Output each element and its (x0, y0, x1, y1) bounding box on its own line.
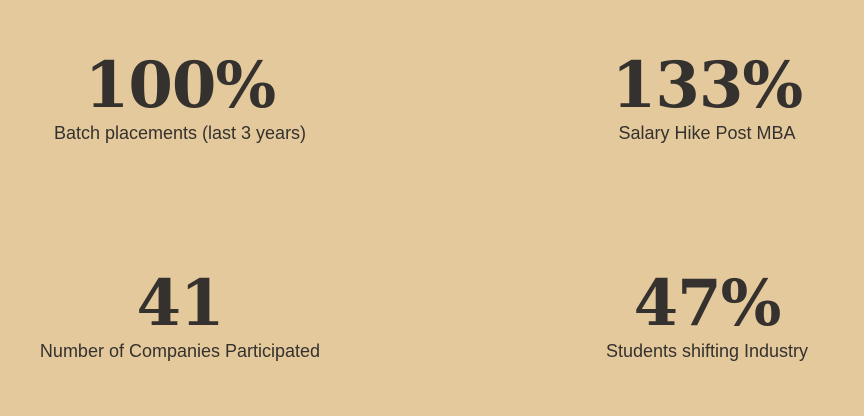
stat-label: Students shifting Industry (605, 341, 809, 361)
stat-students-shifting-industry: 47% Students shifting Industry (606, 272, 808, 362)
stat-value: 133% (611, 48, 803, 123)
stat-companies-participated: 41 Number of Companies Participated (40, 272, 320, 362)
stat-label: Batch placements (last 3 years) (53, 123, 307, 143)
stat-label: Salary Hike Post MBA (618, 123, 796, 143)
stat-value: 41 (136, 266, 224, 341)
stat-batch-placements: 100% Batch placements (last 3 years) (54, 54, 306, 144)
stat-salary-hike: 133% Salary Hike Post MBA (611, 48, 803, 144)
stat-label: Number of Companies Participated (39, 341, 321, 361)
stat-value: 100% (84, 48, 276, 123)
stat-value: 47% (633, 266, 782, 341)
